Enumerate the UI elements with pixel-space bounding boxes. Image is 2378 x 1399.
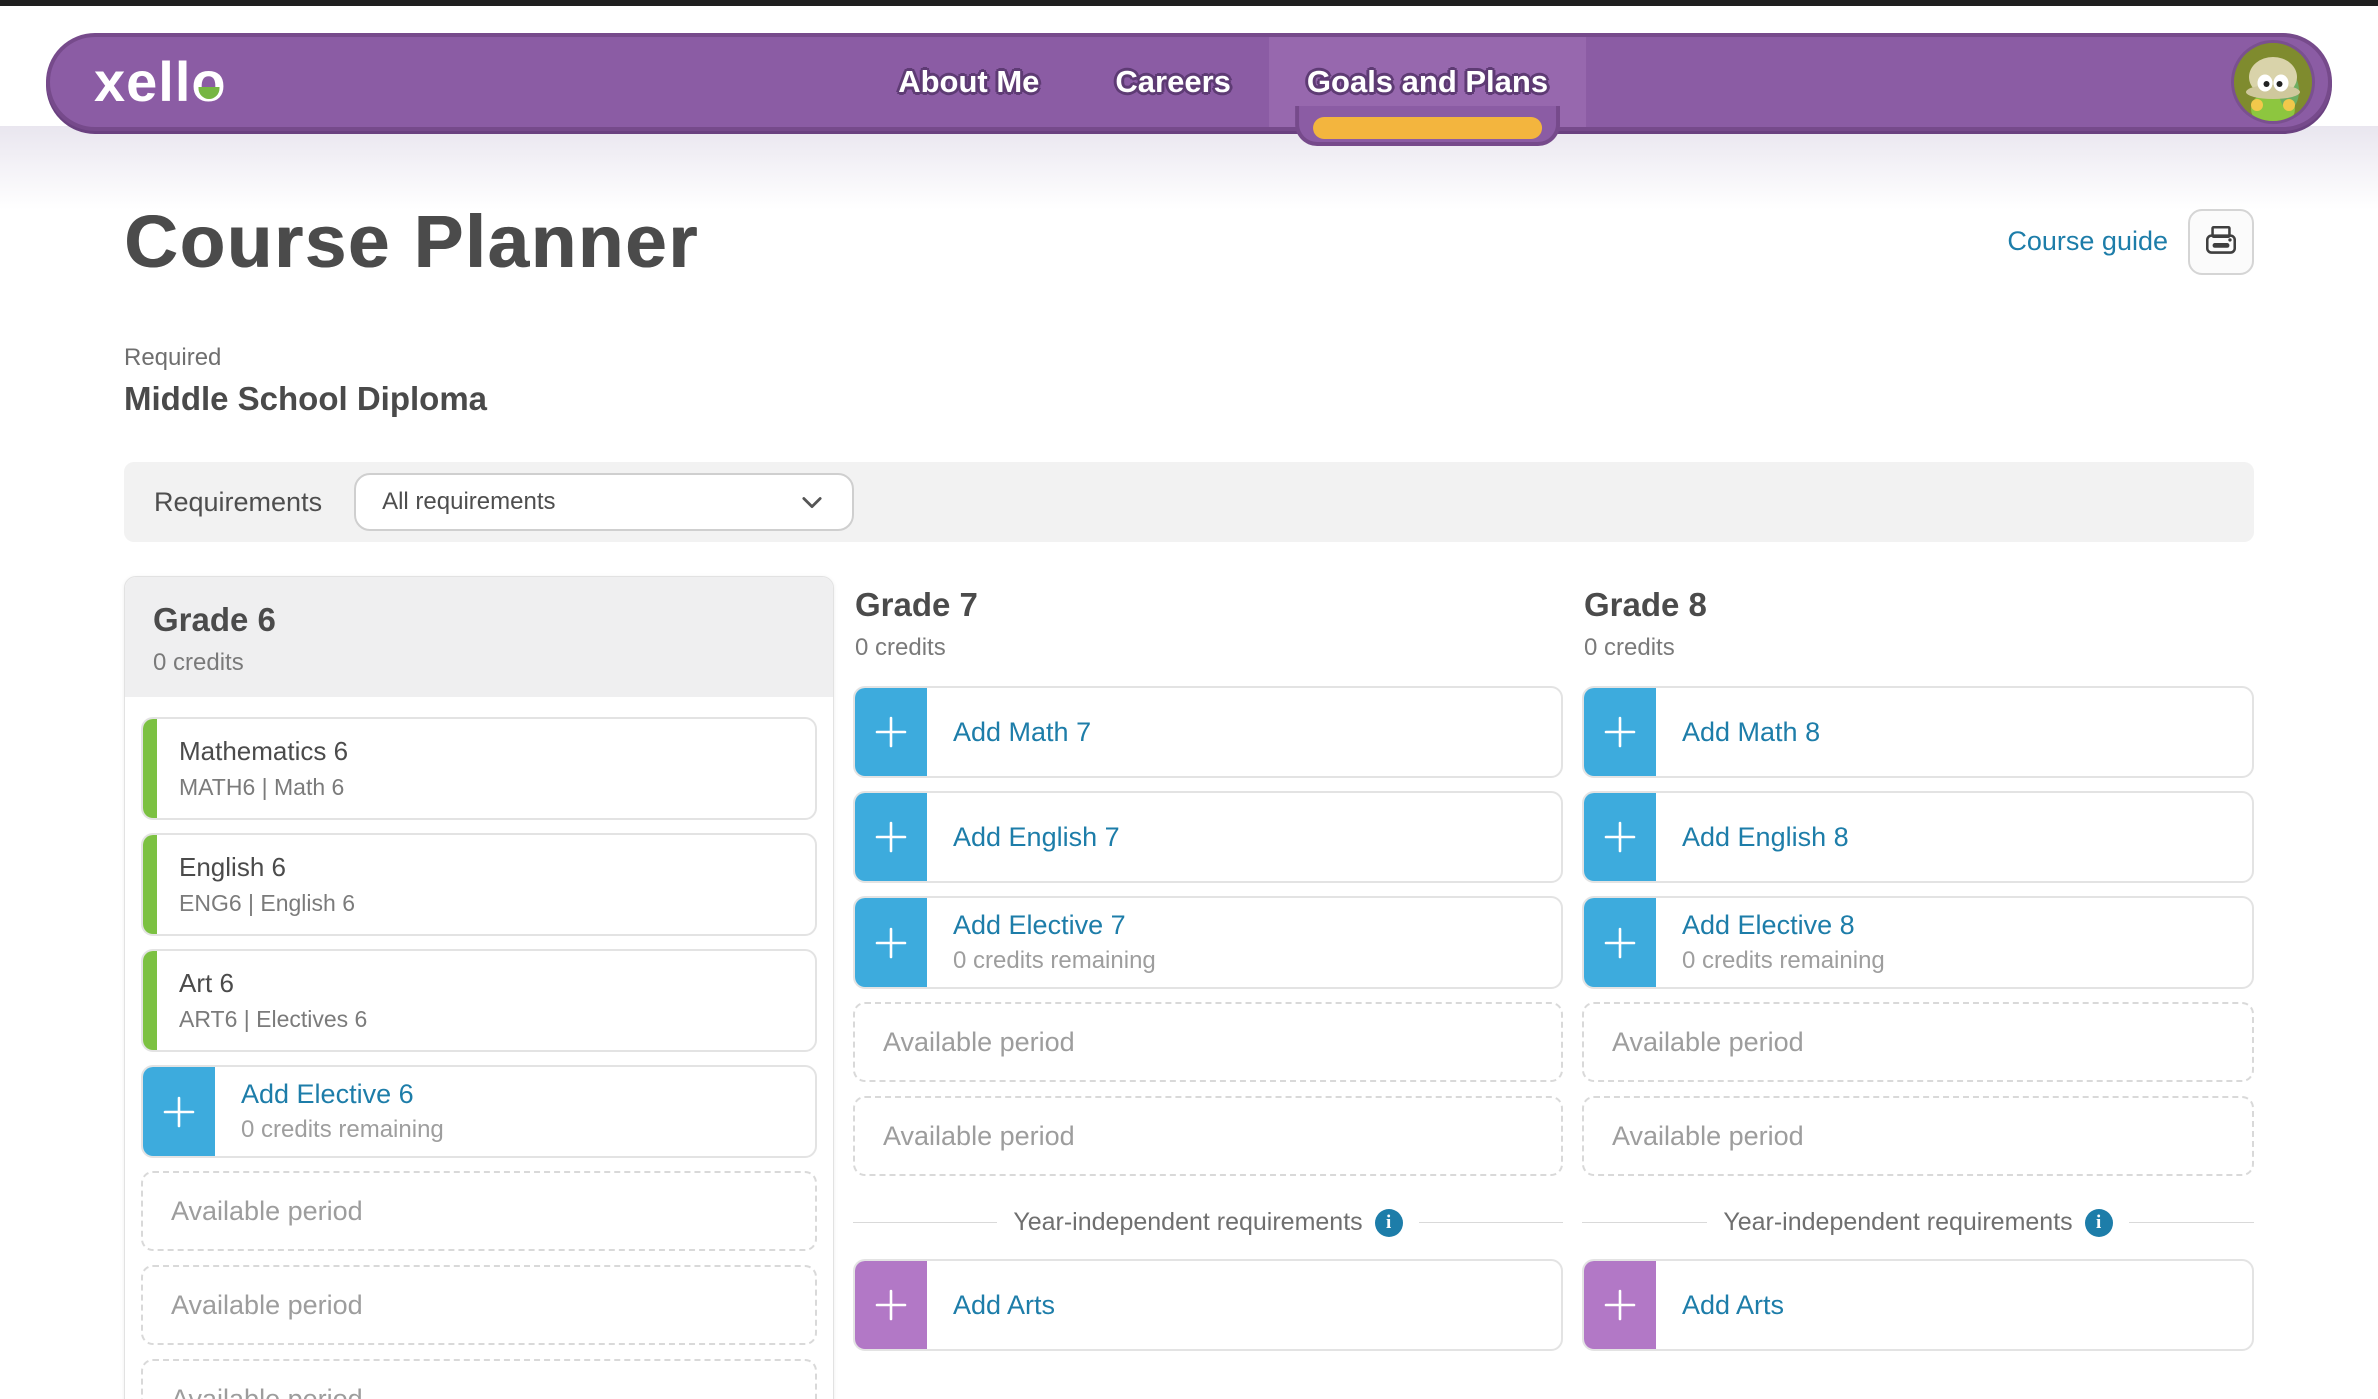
add-label: Add Elective 8 <box>1682 910 1855 940</box>
course-code: ENG6 | English 6 <box>179 890 356 916</box>
grade-7-column: Grade 7 0 credits Add Math 7 Add English… <box>853 576 1564 1364</box>
available-period-slot: Available period <box>141 1265 817 1345</box>
primary-nav: About Me Careers Goals and Plans <box>860 37 1587 146</box>
add-sub: 0 credits remaining <box>953 947 1156 974</box>
requirements-dropdown-value: All requirements <box>382 488 556 515</box>
grade-8-column: Grade 8 0 credits Add Math 8 Add English… <box>1582 576 2255 1364</box>
course-code: MATH6 | Math 6 <box>179 774 345 800</box>
available-period-slot: Available period <box>853 1096 1563 1176</box>
grade-6-header: Grade 6 0 credits <box>125 577 833 697</box>
diploma-block: Required Middle School Diploma <box>124 344 2254 418</box>
grade-6-panel: Grade 6 0 credits Mathematics 6 MATH6 | … <box>124 576 834 1399</box>
add-label: Add Elective 6 <box>241 1079 414 1109</box>
xello-logo[interactable]: xello <box>94 54 227 110</box>
plus-icon <box>143 1067 215 1156</box>
top-navbar: xello About Me Careers Goals and Plans <box>46 33 2332 146</box>
plus-icon <box>1584 688 1656 776</box>
course-card-mathematics-6[interactable]: Mathematics 6 MATH6 | Math 6 <box>141 717 817 820</box>
course-card-art-6[interactable]: Art 6 ART6 | Electives 6 <box>141 949 817 1052</box>
course-name: English 6 <box>179 852 286 882</box>
info-icon[interactable]: i <box>1374 1208 1403 1237</box>
available-period-slot: Available period <box>141 1171 817 1251</box>
chevron-down-icon <box>802 497 822 509</box>
course-card-english-6[interactable]: English 6 ENG6 | English 6 <box>141 833 817 936</box>
course-status-bar <box>143 951 157 1050</box>
grade-8-header: Grade 8 0 credits <box>1582 576 2254 662</box>
add-label: Add Arts <box>1682 1289 1785 1320</box>
nav-tab-goals-and-plans[interactable]: Goals and Plans <box>1268 37 1587 146</box>
grade-8-title: Grade 8 <box>1584 586 1707 623</box>
add-label: Add English 8 <box>1682 821 1849 852</box>
required-label: Required <box>124 344 222 371</box>
add-math-8-button[interactable]: Add Math 8 <box>1582 686 2254 778</box>
course-code: ART6 | Electives 6 <box>179 1006 368 1032</box>
plus-icon <box>1584 1261 1656 1349</box>
add-arts-button-grade-8[interactable]: Add Arts <box>1582 1259 2254 1351</box>
add-label: Add Arts <box>953 1289 1056 1320</box>
nav-tab-careers[interactable]: Careers <box>1115 64 1231 99</box>
course-name: Mathematics 6 <box>179 736 349 766</box>
requirements-filter-bar: Requirements All requirements <box>124 462 2254 542</box>
avatar-character-icon <box>2234 43 2312 121</box>
add-label: Add English 7 <box>953 821 1120 852</box>
course-status-bar <box>143 719 157 818</box>
available-period-slot: Available period <box>1582 1002 2254 1082</box>
add-sub: 0 credits remaining <box>1682 947 1885 974</box>
add-label: Add Elective 7 <box>953 910 1126 940</box>
grade-7-title: Grade 7 <box>855 586 978 623</box>
plus-icon <box>855 793 927 881</box>
divider-label: Year-independent requirements <box>1723 1208 2073 1236</box>
course-status-bar <box>143 835 157 934</box>
grade-7-header: Grade 7 0 credits <box>853 576 1563 662</box>
grade-7-credits: 0 credits <box>855 634 946 661</box>
add-arts-button-grade-7[interactable]: Add Arts <box>853 1259 1563 1351</box>
avatar[interactable] <box>2234 43 2312 121</box>
info-icon[interactable]: i <box>2084 1208 2113 1237</box>
plus-icon <box>1584 898 1656 987</box>
add-english-7-button[interactable]: Add English 7 <box>853 791 1563 883</box>
title-actions: Course guide <box>2007 208 2254 275</box>
year-independent-divider: Year-independent requirements i <box>853 1208 1564 1237</box>
page-title: Course Planner <box>124 200 699 283</box>
add-sub: 0 credits remaining <box>241 1116 444 1143</box>
course-guide-link[interactable]: Course guide <box>2007 226 2168 256</box>
print-button[interactable] <box>2188 208 2254 275</box>
window-top-strip <box>0 0 2378 6</box>
available-period-slot: Available period <box>141 1359 817 1399</box>
logo-o-green-icon: o <box>191 50 227 113</box>
plus-icon <box>855 1261 927 1349</box>
available-period-slot: Available period <box>853 1002 1563 1082</box>
plus-icon <box>1584 793 1656 881</box>
add-label: Add Math 7 <box>953 716 1092 747</box>
diploma-name: Middle School Diploma <box>124 380 488 417</box>
add-elective-7-button[interactable]: Add Elective 7 0 credits remaining <box>853 896 1563 989</box>
nav-tab-about-me[interactable]: About Me <box>898 64 1040 99</box>
year-independent-divider: Year-independent requirements i <box>1582 1208 2255 1237</box>
divider-label: Year-independent requirements <box>1013 1208 1363 1236</box>
logo-text: xell <box>94 50 192 113</box>
plus-icon <box>855 898 927 987</box>
header-gradient <box>0 126 2378 210</box>
add-math-7-button[interactable]: Add Math 7 <box>853 686 1563 778</box>
grade-8-credits: 0 credits <box>1584 634 1675 661</box>
plus-icon <box>855 688 927 776</box>
add-elective-8-button[interactable]: Add Elective 8 0 credits remaining <box>1582 896 2254 989</box>
course-name: Art 6 <box>179 968 234 998</box>
printer-icon <box>2206 225 2236 254</box>
add-elective-6-button[interactable]: Add Elective 6 0 credits remaining <box>141 1065 817 1158</box>
add-label: Add Math 8 <box>1682 716 1821 747</box>
add-english-8-button[interactable]: Add English 8 <box>1582 791 2254 883</box>
grade-6-title: Grade 6 <box>153 601 276 638</box>
grade-6-credits: 0 credits <box>153 649 244 676</box>
available-period-slot: Available period <box>1582 1096 2254 1176</box>
requirements-dropdown[interactable]: All requirements <box>354 473 855 531</box>
requirements-label: Requirements <box>154 486 323 517</box>
